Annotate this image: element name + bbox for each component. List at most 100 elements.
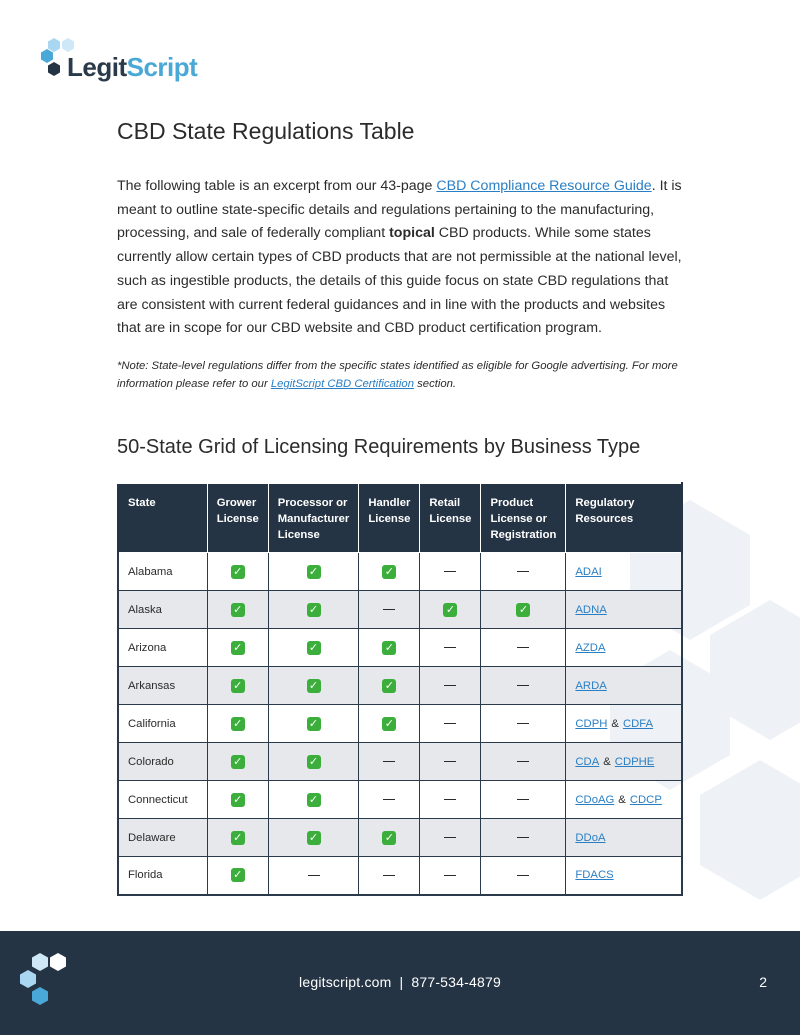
product-cell [480,628,567,667]
resources-cell: DDoA [565,818,684,857]
checkmark-icon: ✓ [306,678,321,693]
resources-cell: CDoAG & CDCP [565,780,684,819]
grower-cell: ✓ [206,704,269,743]
product-cell: ✓ [480,590,567,629]
resource-link[interactable]: AZDA [575,641,606,654]
checkmark-icon: ✓ [516,602,531,617]
grower-cell: ✓ [206,742,269,781]
resources-cell: FDACS [565,856,684,896]
state-cell: Alaska [116,590,208,629]
dash-icon [444,647,457,649]
header-grower: Grower License [206,482,269,553]
handler-cell [358,742,421,781]
checkmark-icon: ✓ [382,640,397,655]
certification-link[interactable]: LegitScript CBD Certification [270,378,414,391]
state-cell: California [116,704,208,743]
handler-cell [358,856,421,896]
checkmark-icon: ✓ [230,640,245,655]
resource-link[interactable]: CDPHE [614,755,655,768]
checkmark-icon: ✓ [230,754,245,769]
logo-text-legit: Legit [67,52,127,82]
checkmark-icon: ✓ [443,602,458,617]
dash-icon [517,837,530,839]
resources-cell: CDA & CDPHE [565,742,684,781]
dash-icon [444,837,457,839]
checkmark-icon: ✓ [230,716,245,731]
resources-cell: ARDA [565,666,684,705]
header-processor: Processor or Manufacturer License [267,482,360,553]
retail-cell [419,628,482,667]
compliance-guide-link[interactable]: CBD Compliance Resource Guide [436,178,652,194]
resource-link[interactable]: FDACS [575,869,614,882]
processor-cell: ✓ [267,552,360,591]
dash-icon [383,761,396,763]
dash-icon [444,685,457,687]
handler-cell [358,780,421,819]
resource-link[interactable]: ADNA [575,603,607,616]
resources-cell: CDPH & CDFA [565,704,684,743]
grower-cell: ✓ [206,666,269,705]
checkmark-icon: ✓ [306,640,321,655]
grower-cell: ✓ [206,780,269,819]
resource-link[interactable]: DDoA [575,831,606,844]
product-cell [480,856,567,896]
resource-link[interactable]: CDPH [575,717,608,730]
note-paragraph: *Note: State-level regulations differ fr… [117,357,685,394]
handler-cell: ✓ [358,552,421,591]
handler-cell: ✓ [358,704,421,743]
resource-link[interactable]: ARDA [575,679,607,692]
main-content: CBD State Regulations Table The followin… [117,118,685,394]
table-row: Connecticut ✓ ✓ CDoAG & CDCP [116,780,684,819]
dash-icon [444,761,457,763]
dash-icon [383,874,396,876]
retail-cell [419,552,482,591]
note-text: section. [414,378,457,391]
dash-icon [517,874,530,876]
intro-text: . It is meant to outline state-specific … [117,178,682,242]
processor-cell: ✓ [267,704,360,743]
header-product: Product License or Registration [480,482,567,553]
page-number: 2 [759,974,767,990]
processor-cell [267,856,360,896]
checkmark-icon: ✓ [230,678,245,693]
retail-cell [419,780,482,819]
table-row: Arizona ✓ ✓ ✓ AZDA [116,628,684,667]
state-cell: Arizona [116,628,208,667]
resource-link[interactable]: CDA [575,755,600,768]
resource-link[interactable]: CDoAG [575,793,615,806]
dash-icon [517,647,530,649]
resource-link[interactable]: CDFA [622,717,654,730]
product-cell [480,818,567,857]
footer-separator: | [399,974,404,990]
footer-contact: legitscript.com | 877-534-4879 [0,974,800,990]
logo-text-script: Script [126,52,198,82]
product-cell [480,742,567,781]
checkmark-icon: ✓ [306,754,321,769]
dash-icon [444,723,457,725]
state-cell: Connecticut [116,780,208,819]
header-retail: Retail License [419,482,482,553]
grower-cell: ✓ [206,628,269,667]
ampersand-text: & [611,717,619,730]
state-cell: Delaware [116,818,208,857]
checkmark-icon: ✓ [306,716,321,731]
checkmark-icon: ✓ [382,716,397,731]
handler-cell [358,590,421,629]
dash-icon [383,609,396,611]
dash-icon [444,799,457,801]
dash-icon [517,685,530,687]
resource-link[interactable]: CDCP [629,793,662,806]
checkmark-icon: ✓ [306,602,321,617]
handler-cell: ✓ [358,818,421,857]
state-cell: Colorado [116,742,208,781]
dash-icon [444,571,457,573]
state-cell: Florida [116,856,208,896]
checkmark-icon: ✓ [306,830,321,845]
legitscript-logo: LegitScript [40,36,210,84]
resource-link[interactable]: ADAI [575,565,602,578]
processor-cell: ✓ [267,590,360,629]
retail-cell [419,666,482,705]
table-body: Alabama ✓ ✓ ✓ ADAI Alaska ✓ ✓ ✓ ✓ ADNA Arizona ✓ ✓ ✓ AZ… [116,552,684,896]
processor-cell: ✓ [267,818,360,857]
grower-cell: ✓ [206,590,269,629]
